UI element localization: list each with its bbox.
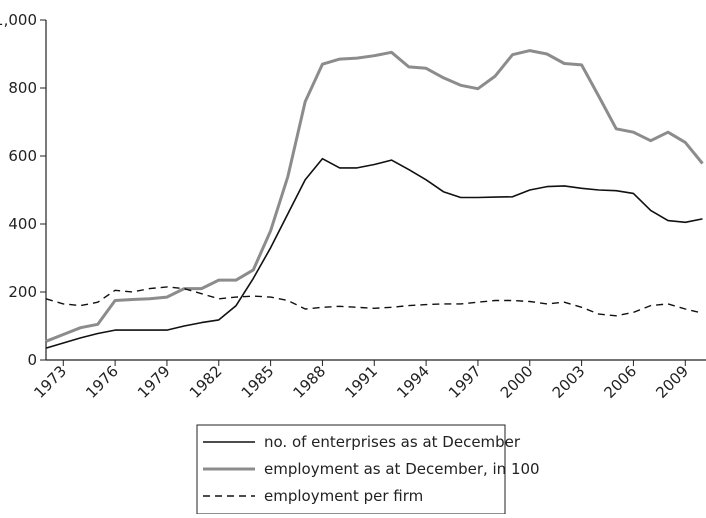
x-tick-label: 2009 [652, 362, 692, 402]
line-series [45, 157, 703, 349]
line-series [45, 286, 703, 317]
x-tick-label: 1976 [82, 362, 122, 402]
x-tick-label: 1985 [238, 362, 278, 402]
y-tick-label: 1,000 [0, 11, 37, 29]
x-tick-label: 1997 [445, 362, 485, 402]
x-tick-label: 1982 [186, 362, 226, 402]
legend-label: employment as at December, in 100 [264, 460, 540, 478]
x-tick-label: 2000 [497, 362, 537, 402]
x-tick-label: 1979 [134, 362, 174, 402]
y-tick-label: 800 [8, 79, 37, 97]
line-series [45, 49, 704, 343]
x-tick-label: 2006 [601, 362, 641, 402]
x-tick-label: 2003 [549, 362, 589, 402]
y-tick-label: 0 [27, 351, 37, 369]
y-tick-label: 600 [8, 147, 37, 165]
x-tick-label: 1988 [290, 362, 330, 402]
x-tick-label: 1991 [341, 362, 381, 402]
x-tick-label: 1994 [393, 362, 433, 402]
y-tick-label: 200 [8, 283, 37, 301]
y-tick-label: 400 [8, 215, 37, 233]
legend-label: employment per firm [264, 487, 423, 505]
legend-label: no. of enterprises as at December [264, 433, 521, 451]
